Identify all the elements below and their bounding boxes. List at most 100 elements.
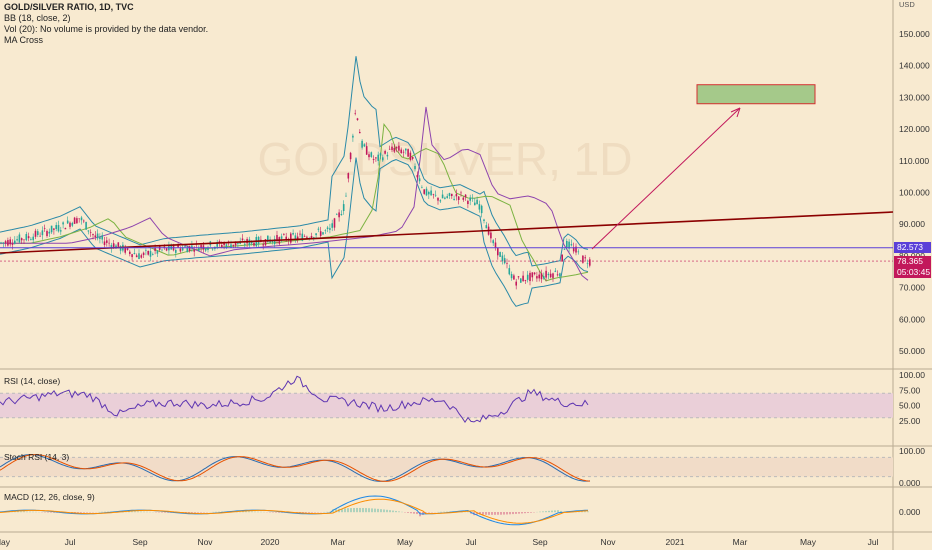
macd-histogram-bar bbox=[191, 512, 193, 513]
candle-body bbox=[18, 234, 21, 243]
macd-signal-line bbox=[0, 498, 589, 524]
candle-body bbox=[444, 197, 446, 199]
macd-histogram-bar bbox=[407, 512, 409, 513]
volume-indicator-label[interactable]: Vol (20): No volume is provided by the d… bbox=[4, 24, 209, 34]
candle-body bbox=[108, 242, 110, 244]
macd-histogram-bar bbox=[353, 507, 355, 513]
rsi-pane-label[interactable]: RSI (14, close) bbox=[4, 376, 61, 386]
candle-body bbox=[478, 204, 481, 210]
macd-histogram-bar bbox=[140, 511, 142, 513]
macd-pane-label[interactable]: MACD (12, 26, close, 9) bbox=[4, 492, 95, 502]
candle-body bbox=[340, 214, 343, 216]
candle-body bbox=[71, 222, 74, 226]
candle-body bbox=[409, 152, 412, 160]
candle-body bbox=[267, 235, 269, 243]
candle-body bbox=[110, 245, 113, 249]
candle-body bbox=[294, 235, 297, 239]
candle-body bbox=[432, 194, 435, 195]
candle-body bbox=[336, 214, 338, 216]
candle-body bbox=[382, 157, 384, 161]
candle-body bbox=[524, 279, 527, 281]
bb-indicator-label[interactable]: BB (18, close, 2) bbox=[4, 13, 71, 23]
macd-histogram-bar bbox=[509, 512, 511, 515]
macd-histogram-bar bbox=[83, 512, 85, 513]
candle-body bbox=[273, 238, 276, 245]
macd-histogram-bar bbox=[389, 510, 391, 513]
macd-histogram-bar bbox=[539, 511, 541, 513]
candle-body bbox=[89, 232, 92, 233]
ma-cross-label[interactable]: MA Cross bbox=[4, 35, 44, 45]
macd-histogram-bar bbox=[248, 511, 250, 513]
candle-body bbox=[186, 247, 189, 253]
time-tick-label: 2021 bbox=[666, 537, 685, 547]
candle-body bbox=[129, 251, 131, 254]
macd-histogram-bar bbox=[26, 511, 28, 513]
candle-body bbox=[561, 254, 563, 262]
candle-body bbox=[280, 236, 283, 239]
candle-body bbox=[310, 235, 313, 239]
candle-body bbox=[418, 178, 421, 182]
candle-body bbox=[303, 236, 306, 237]
candle-body bbox=[264, 239, 267, 246]
time-tick-label: Mar bbox=[331, 537, 346, 547]
macd-histogram-bar bbox=[545, 511, 547, 513]
macd-histogram-bar bbox=[497, 512, 499, 515]
candle-body bbox=[101, 235, 103, 240]
level-price-tag: 82.573 bbox=[894, 242, 931, 253]
macd-histogram-bar bbox=[527, 512, 529, 513]
candle-body bbox=[589, 259, 591, 266]
candle-body bbox=[149, 251, 152, 257]
stoch-pane-label[interactable]: Stoch RSI (14, 3) bbox=[4, 452, 70, 462]
macd-histogram-bar bbox=[488, 512, 490, 515]
symbol-title[interactable]: GOLD/SILVER RATIO, 1D, TVC bbox=[4, 2, 134, 12]
candle-body bbox=[547, 273, 550, 276]
macd-histogram-bar bbox=[383, 509, 385, 513]
candle-body bbox=[384, 150, 386, 154]
candle-body bbox=[361, 140, 363, 148]
time-tick-label: Nov bbox=[197, 537, 213, 547]
chart-legend: GOLD/SILVER RATIO, 1D, TVC BB (18, close… bbox=[4, 2, 208, 46]
candle-body bbox=[363, 144, 366, 147]
macd-histogram-bar bbox=[554, 510, 556, 513]
macd-histogram-bar bbox=[500, 512, 502, 515]
macd-histogram-bar bbox=[308, 512, 310, 513]
candle-body bbox=[20, 238, 23, 241]
candle-body bbox=[85, 221, 87, 230]
candle-body bbox=[356, 118, 359, 120]
macd-histogram-bar bbox=[86, 512, 88, 513]
candle-body bbox=[503, 258, 506, 264]
macd-histogram-bar bbox=[53, 512, 55, 513]
macd-histogram-bar bbox=[446, 511, 448, 513]
candle-body bbox=[533, 272, 536, 275]
macd-histogram-bar bbox=[524, 512, 526, 514]
candle-body bbox=[7, 240, 9, 246]
candle-body bbox=[78, 218, 80, 220]
candle-body bbox=[138, 253, 140, 260]
macd-histogram-bar bbox=[416, 512, 418, 515]
candle-body bbox=[352, 135, 354, 138]
candle-body bbox=[2, 242, 5, 244]
macd-histogram-bar bbox=[344, 508, 346, 513]
macd-histogram-bar bbox=[23, 511, 25, 513]
candle-body bbox=[34, 230, 37, 237]
candle-body bbox=[464, 194, 467, 198]
candle-body bbox=[225, 244, 228, 249]
candle-body bbox=[64, 227, 67, 230]
candle-body bbox=[520, 278, 522, 283]
candle-body bbox=[232, 244, 235, 246]
candle-body bbox=[414, 166, 416, 170]
candle-body bbox=[142, 252, 145, 256]
candle-body bbox=[62, 222, 64, 225]
macd-histogram-bar bbox=[410, 512, 412, 514]
candle-body bbox=[191, 245, 193, 248]
candle-body bbox=[315, 233, 317, 236]
macd-histogram-bar bbox=[506, 512, 508, 515]
candle-body bbox=[283, 234, 285, 235]
candle-body bbox=[131, 254, 133, 258]
candle-body bbox=[319, 231, 322, 236]
time-tick-label: Sep bbox=[132, 537, 147, 547]
candle-body bbox=[441, 194, 444, 199]
macd-histogram-bar bbox=[20, 511, 22, 513]
macd-histogram-bar bbox=[512, 512, 514, 515]
